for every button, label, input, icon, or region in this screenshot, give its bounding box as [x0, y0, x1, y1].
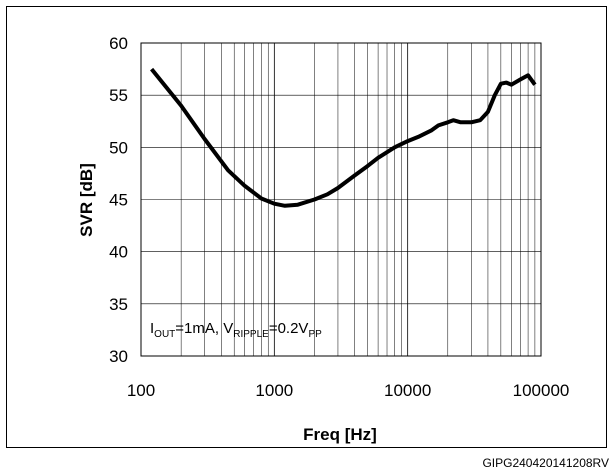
x-tick-label: 1000	[255, 381, 293, 400]
y-tick-label: 35	[109, 295, 128, 314]
tick-labels: 100 1000 10000 100000 30 35 40 45 50 55 60	[109, 34, 569, 400]
x-axis-label: Freq [Hz]	[303, 425, 377, 444]
figure-code: GIPG240420141208RV	[482, 456, 609, 470]
x-tick-label: 100	[127, 381, 155, 400]
y-tick-label: 50	[109, 138, 128, 157]
chart-frame	[6, 6, 607, 448]
condition-annotation: IOUT=1mA, VRIPPLE=0.2VPP	[150, 320, 322, 340]
y-tick-label: 45	[109, 191, 128, 210]
x-tick-label: 10000	[384, 381, 431, 400]
x-tick-label: 100000	[513, 381, 570, 400]
y-axis-label: SVR [dB]	[77, 163, 96, 237]
grid	[140, 42, 541, 357]
y-tick-label: 40	[109, 243, 128, 262]
y-tick-label: 60	[109, 34, 128, 53]
svr-curve	[150, 67, 537, 208]
plot-border	[140, 42, 542, 357]
y-tick-label: 30	[109, 347, 128, 366]
y-tick-label: 55	[109, 86, 128, 105]
